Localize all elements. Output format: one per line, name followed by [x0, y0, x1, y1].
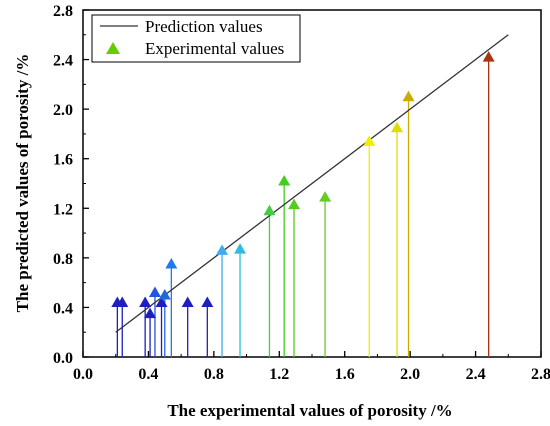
y-tick-label: 2.0: [53, 102, 73, 119]
y-axis-tick-labels: 0.0 0.4 0.8 1.2 1.6 2.0 2.4 2.8: [53, 3, 73, 367]
x-tick-label: 1.6: [335, 366, 355, 383]
experimental-point: [216, 244, 229, 255]
experimental-point: [234, 243, 247, 254]
experimental-point: [139, 296, 152, 307]
y-tick-label: 0.8: [53, 251, 73, 268]
experimental-point: [148, 286, 161, 298]
y-tick-label: 2.8: [53, 3, 73, 20]
experimental-markers: [111, 51, 495, 319]
x-axis-tick-labels: 0.0 0.4 0.8 1.2 1.6 2.0 2.4 2.8: [73, 366, 550, 383]
legend-triangle-symbol: [106, 42, 120, 54]
x-tick-label: 0.8: [204, 366, 224, 383]
experimental-point: [263, 204, 276, 216]
y-tick-label: 1.6: [53, 152, 73, 169]
x-tick-label: 2.4: [466, 366, 486, 383]
experimental-point: [402, 90, 415, 102]
drop-lines: [116, 57, 490, 357]
experimental-point: [288, 198, 301, 210]
x-tick-label: 2.0: [400, 366, 420, 383]
experimental-point: [201, 296, 214, 307]
prediction-line: [115, 34, 509, 333]
x-axis-ticks: [82, 351, 542, 357]
x-tick-label: 2.8: [531, 366, 550, 383]
experimental-point: [165, 258, 178, 269]
experimental-point: [363, 135, 376, 146]
y-tick-label: 0.4: [53, 300, 73, 317]
legend-label-experimental: Experimental values: [145, 39, 284, 58]
experimental-point: [181, 296, 194, 307]
x-tick-label: 0.4: [138, 366, 158, 383]
legend-label-prediction: Prediction values: [145, 17, 263, 36]
y-axis-title: The predicted values of porosity /%: [13, 54, 32, 313]
experimental-point: [116, 296, 129, 307]
y-axis-ticks: [83, 9, 89, 358]
legend: Prediction values Experimental values: [91, 14, 301, 63]
y-tick-label: 1.2: [53, 201, 73, 218]
legend-box: [91, 14, 301, 63]
experimental-point: [482, 51, 495, 62]
x-axis-title: The experimental values of porosity /%: [167, 401, 452, 420]
x-tick-label: 0.0: [73, 366, 93, 383]
x-tick-label: 1.2: [269, 366, 289, 383]
experimental-point: [155, 296, 168, 307]
experimental-point: [319, 191, 332, 202]
experimental-point: [144, 307, 157, 319]
experimental-point: [391, 121, 404, 133]
experimental-point: [158, 289, 171, 300]
y-tick-label: 0.0: [53, 350, 73, 367]
y-tick-label: 2.4: [53, 53, 73, 70]
experimental-point: [278, 175, 291, 186]
